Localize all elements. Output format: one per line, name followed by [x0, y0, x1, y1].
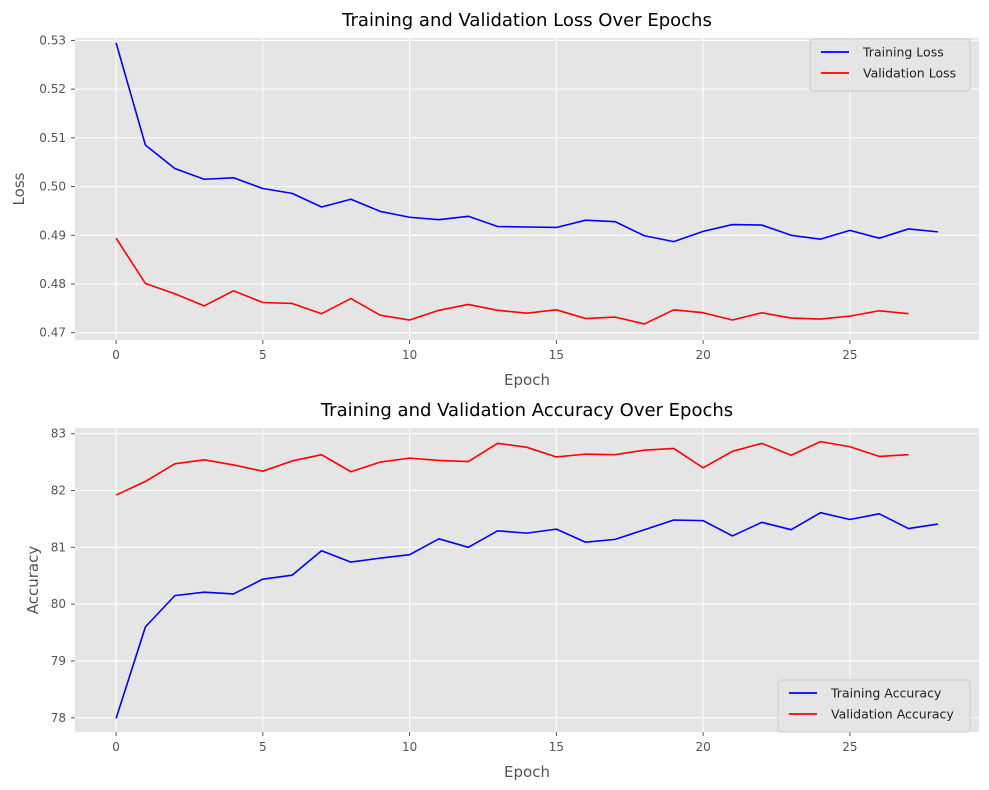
- loss-legend-box: [809, 38, 971, 92]
- loss-y-tick-label: 0.48: [39, 277, 66, 291]
- accuracy-x-tick-label: 20: [695, 740, 710, 754]
- loss-y-tick-label: 0.53: [39, 33, 66, 47]
- series-line-training-accuracy: [115, 511, 939, 719]
- loss-series: [115, 42, 938, 325]
- legend-label-validation-loss: Validation Loss: [863, 66, 956, 81]
- loss-y-tick-label: 0.47: [39, 326, 66, 340]
- accuracy-y-axis-label: Accuracy: [24, 546, 42, 615]
- accuracy-y-tick-label: 82: [51, 484, 66, 498]
- accuracy-y-tick-label: 80: [51, 597, 66, 611]
- accuracy-x-tick-label: 25: [842, 740, 857, 754]
- loss-chart: 0 5 10 15 20 25 0.47 0.48 0.49 0.50 0.51 0.52 0.53 T…: [10, 10, 979, 389]
- loss-legend: Training Loss Validation Loss: [809, 38, 971, 92]
- accuracy-chart: 0 5 10 15 20 25 78 79 80 81 82 83 Training and Vali…: [24, 400, 979, 781]
- loss-x-tick-label: 10: [402, 348, 417, 362]
- accuracy-grid: [75, 428, 979, 732]
- loss-y-tick-label: 0.51: [39, 131, 66, 145]
- loss-x-axis-label: Epoch: [504, 371, 550, 389]
- loss-x-tick-label: 15: [549, 348, 564, 362]
- accuracy-x-axis-label: Epoch: [504, 763, 550, 781]
- series-line-training-loss: [115, 42, 938, 243]
- accuracy-y-tick-label: 78: [51, 711, 66, 725]
- loss-x-tick-label: 5: [259, 348, 267, 362]
- accuracy-x-tick-label: 10: [402, 740, 417, 754]
- loss-y-tick-label: 0.49: [39, 228, 66, 242]
- loss-x-tick-label: 25: [842, 348, 857, 362]
- legend-label-training-loss: Training Loss: [862, 45, 944, 60]
- accuracy-series: [115, 440, 939, 719]
- series-line-validation-loss: [115, 237, 909, 325]
- accuracy-chart-title: Training and Validation Accuracy Over Ep…: [320, 400, 733, 421]
- accuracy-ticks: 0 5 10 15 20 25 78 79 80 81 82 83: [51, 427, 858, 754]
- accuracy-y-tick-label: 81: [51, 540, 66, 554]
- loss-y-tick-label: 0.50: [39, 180, 66, 194]
- loss-ticks: 0 5 10 15 20 25 0.47 0.48 0.49 0.50 0.51 0.52 0.53: [39, 33, 857, 362]
- loss-x-tick-label: 20: [695, 348, 710, 362]
- accuracy-y-tick-label: 79: [51, 654, 66, 668]
- loss-y-tick-label: 0.52: [39, 82, 66, 96]
- accuracy-y-tick-label: 83: [51, 427, 66, 441]
- loss-y-axis-label: Loss: [10, 172, 28, 205]
- accuracy-x-tick-label: 5: [259, 740, 267, 754]
- accuracy-x-tick-label: 0: [112, 740, 120, 754]
- accuracy-legend-box: [777, 679, 971, 733]
- loss-chart-title: Training and Validation Loss Over Epochs: [341, 10, 712, 31]
- legend-label-training-accuracy: Training Accuracy: [830, 686, 942, 701]
- accuracy-x-tick-label: 15: [549, 740, 564, 754]
- series-line-validation-accuracy: [115, 440, 909, 496]
- loss-x-tick-label: 0: [112, 348, 120, 362]
- legend-label-validation-accuracy: Validation Accuracy: [831, 707, 954, 722]
- accuracy-legend: Training Accuracy Validation Accuracy: [777, 679, 971, 733]
